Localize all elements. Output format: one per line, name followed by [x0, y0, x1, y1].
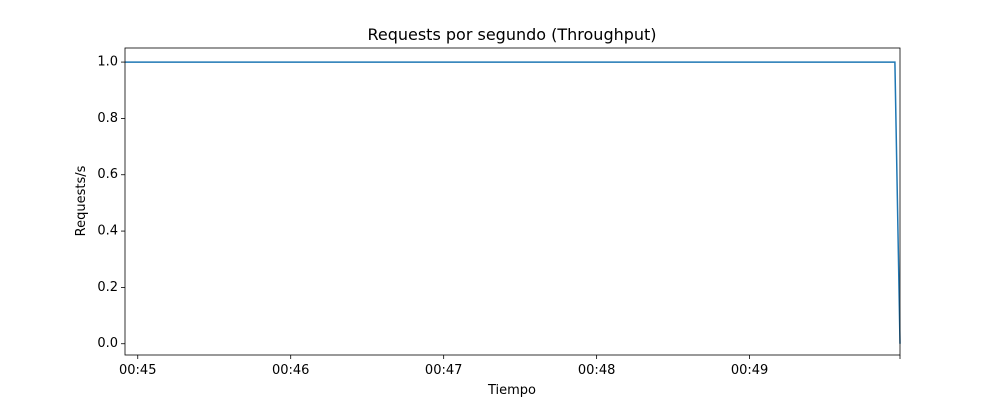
x-tick-label: 00:46	[272, 363, 309, 378]
y-axis: 0.0 0.2 0.4 0.6 0.8 1.0	[97, 55, 125, 351]
axes-frame	[124, 47, 901, 356]
series-line-0	[125, 61, 901, 344]
chart-title: Requests por segundo (Throughput)	[367, 25, 656, 44]
x-tick-label: 00:47	[425, 363, 462, 378]
x-axis-label: Tiempo	[487, 383, 536, 398]
plot-area	[124, 47, 901, 356]
y-tick-label: 1.0	[97, 55, 118, 70]
y-tick-label: 0.6	[97, 167, 118, 182]
x-tick-label: 00:45	[119, 363, 156, 378]
y-tick-label: 0.0	[97, 336, 118, 351]
y-tick-label: 0.4	[97, 224, 118, 239]
y-tick-label: 0.2	[97, 280, 118, 295]
y-tick-label: 0.8	[97, 111, 118, 126]
x-axis: 00:45 00:46 00:47 00:48 00:49	[119, 355, 901, 378]
y-axis-label: Requests/s	[74, 165, 89, 236]
x-tick-label: 00:48	[578, 363, 615, 378]
x-tick-label: 00:49	[731, 363, 768, 378]
